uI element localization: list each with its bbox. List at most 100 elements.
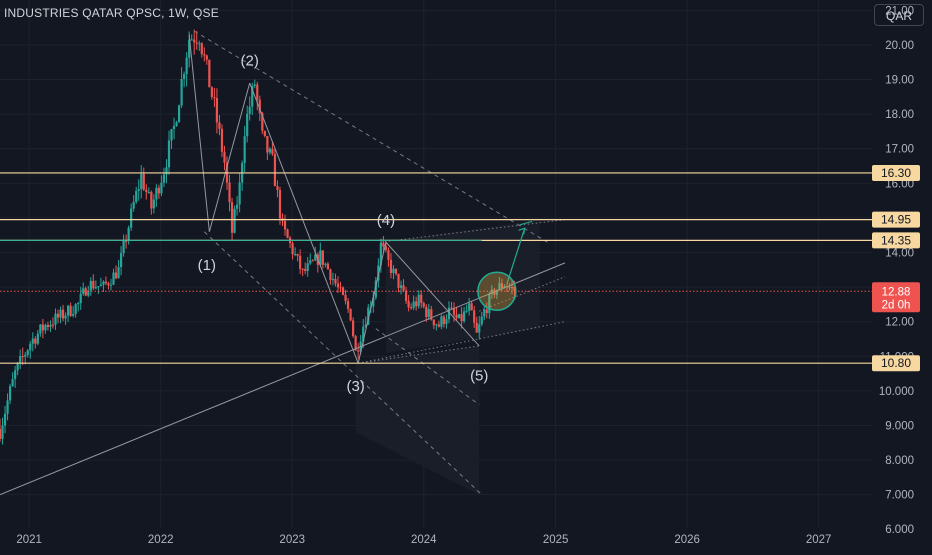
candle-body-53 (132, 201, 135, 209)
candle-body-170 (427, 309, 430, 317)
projection-target (519, 220, 533, 226)
candle-body-71 (177, 105, 181, 123)
candle-body-46 (114, 272, 118, 279)
candle-body-29 (72, 314, 75, 316)
candle-body-188 (473, 310, 476, 323)
candle-body-59 (147, 191, 150, 193)
projection-upper (380, 219, 566, 243)
currency-button[interactable]: QAR (874, 4, 924, 26)
candle-body-191 (480, 316, 483, 325)
candle-body-124 (311, 260, 314, 262)
candle-body-82 (205, 55, 208, 60)
candle-body-55 (137, 189, 140, 191)
wave-line-2-3 (249, 82, 359, 364)
candle-body-81 (203, 54, 206, 56)
candle-body-134 (336, 283, 340, 288)
candle-body-155 (389, 259, 393, 273)
candle-body-117 (294, 254, 297, 256)
candle-body-102 (256, 84, 259, 100)
level-badge-1 (872, 211, 920, 228)
candle-body-176 (442, 316, 446, 324)
candle-body-106 (266, 136, 269, 153)
y-tick-label-2: 8.000 (885, 455, 914, 467)
candle-body-202 (508, 287, 511, 289)
candle-body-64 (160, 182, 163, 194)
level-badge-0 (872, 164, 920, 181)
candle-body-97 (243, 136, 246, 164)
candle-body-63 (157, 187, 161, 194)
wave-line-1-2 (208, 82, 251, 232)
candle-body-137 (344, 294, 347, 302)
candle-body-48 (119, 253, 123, 268)
candle-body-5 (11, 379, 14, 387)
candle-body-127 (319, 250, 322, 265)
candle-body-166 (417, 294, 420, 307)
candle-body-44 (109, 284, 113, 286)
candle-body-113 (283, 220, 287, 230)
candle-body-70 (175, 122, 178, 126)
candle-body-40 (99, 284, 102, 287)
last-price-countdown: 2d 0h (882, 299, 911, 311)
wave-label-4: (5) (470, 368, 488, 385)
candle-body-110 (276, 186, 279, 190)
candle-body-109 (273, 154, 277, 187)
candle-body-61 (152, 199, 155, 209)
candle-body-116 (291, 243, 294, 255)
candle-body-164 (412, 301, 415, 308)
candle-body-125 (314, 254, 317, 261)
candle-body-123 (309, 260, 312, 264)
candle-body-84 (210, 87, 213, 98)
candle-body-26 (64, 315, 67, 319)
candle-body-200 (503, 286, 506, 289)
candle-body-80 (200, 43, 203, 55)
candle-body-66 (165, 167, 168, 175)
projection-arrow-head (518, 227, 526, 235)
candle-body-174 (437, 324, 440, 327)
candle-body-193 (485, 309, 488, 314)
candle-body-182 (457, 314, 461, 318)
candle-body-68 (170, 129, 173, 141)
candle-body-19 (46, 324, 50, 327)
candle-body-11 (26, 350, 29, 355)
candle-body-152 (382, 242, 385, 247)
triangle-shade (385, 219, 540, 353)
candle-body-14 (34, 338, 37, 344)
wave-label-1: (2) (241, 53, 259, 70)
candle-body-179 (450, 307, 453, 309)
symbol-title: INDUSTRIES QATAR QPSC, 1W, QSE (4, 6, 219, 20)
candle-body-91 (228, 182, 231, 203)
candle-body-138 (346, 301, 350, 309)
y-tick-label-1: 7.000 (885, 490, 914, 502)
candle-body-85 (213, 97, 216, 99)
candle-body-132 (331, 278, 335, 280)
candle-body-25 (61, 309, 65, 319)
candle-body-148 (372, 297, 375, 307)
candle-body-162 (407, 300, 410, 308)
candle-body-180 (452, 308, 456, 315)
candle-body-161 (404, 290, 408, 301)
candle-body-0 (0, 428, 2, 439)
candle-body-7 (16, 363, 19, 371)
candle-body-142 (357, 350, 360, 352)
y-tick-label-6: 12.00 (885, 317, 914, 329)
candle-body-119 (299, 255, 302, 269)
candle-body-60 (150, 191, 153, 209)
candle-body-42 (104, 281, 108, 284)
candle-body-146 (367, 307, 370, 325)
level-badge-3 (872, 355, 920, 372)
candle-body-12 (29, 343, 32, 351)
candle-body-92 (230, 202, 234, 233)
candle-body-39 (97, 286, 100, 288)
y-tick-label-10: 16.00 (885, 178, 914, 190)
candle-body-3 (6, 400, 9, 414)
candle-body-114 (286, 229, 289, 238)
projection-lower (358, 321, 566, 364)
candle-body-192 (483, 309, 486, 317)
candle-body-49 (122, 240, 125, 254)
candle-body-1 (1, 425, 4, 439)
candle-body-79 (198, 43, 201, 45)
candle-body-69 (172, 125, 176, 130)
projection-arrow (506, 228, 526, 284)
